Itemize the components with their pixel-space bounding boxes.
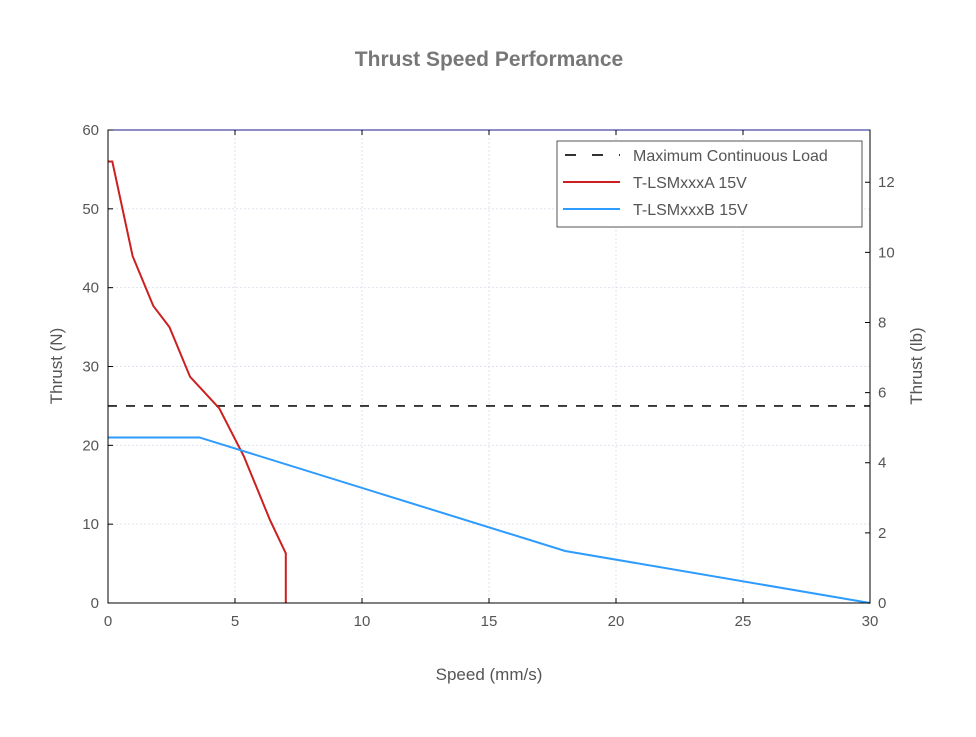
x-axis-label: Speed (mm/s) [436, 665, 543, 684]
y2-tick-label: 8 [878, 314, 886, 331]
x-tick-label: 15 [481, 613, 498, 630]
x-tick-label: 5 [231, 613, 239, 630]
y-tick-label: 30 [82, 359, 99, 376]
y-tick-label: 50 [82, 201, 99, 218]
x-tick-label: 20 [608, 613, 625, 630]
x-tick-label: 10 [354, 613, 371, 630]
y-tick-label: 0 [91, 595, 99, 612]
chart-title: Thrust Speed Performance [355, 48, 623, 71]
legend-label-0: Maximum Continuous Load [633, 148, 828, 165]
series-line-2 [108, 436, 871, 604]
y-tick-label: 60 [82, 122, 99, 139]
y2-tick-label: 0 [878, 595, 886, 612]
y2-tick-label: 6 [878, 385, 886, 402]
series-line-1 [108, 160, 287, 603]
legend-label-2: T-LSMxxxB 15V [633, 202, 748, 219]
y2-tick-label: 12 [878, 174, 895, 191]
y-tick-label: 20 [82, 437, 99, 454]
y2-axis-label: Thrust (lb) [907, 327, 926, 404]
y-tick-label: 10 [82, 516, 99, 533]
y2-tick-label: 4 [878, 455, 886, 472]
legend-label-1: T-LSMxxxA 15V [633, 175, 747, 192]
x-tick-label: 0 [104, 613, 112, 630]
y-tick-label: 40 [82, 280, 99, 297]
x-tick-label: 30 [862, 613, 879, 630]
x-tick-label: 25 [735, 613, 752, 630]
legend: Maximum Continuous Load T-LSMxxxA 15V T-LS… [556, 140, 863, 228]
y-axis-label: Thrust (N) [47, 328, 66, 405]
y2-tick-label: 10 [878, 244, 895, 261]
y2-tick-label: 2 [878, 525, 886, 542]
